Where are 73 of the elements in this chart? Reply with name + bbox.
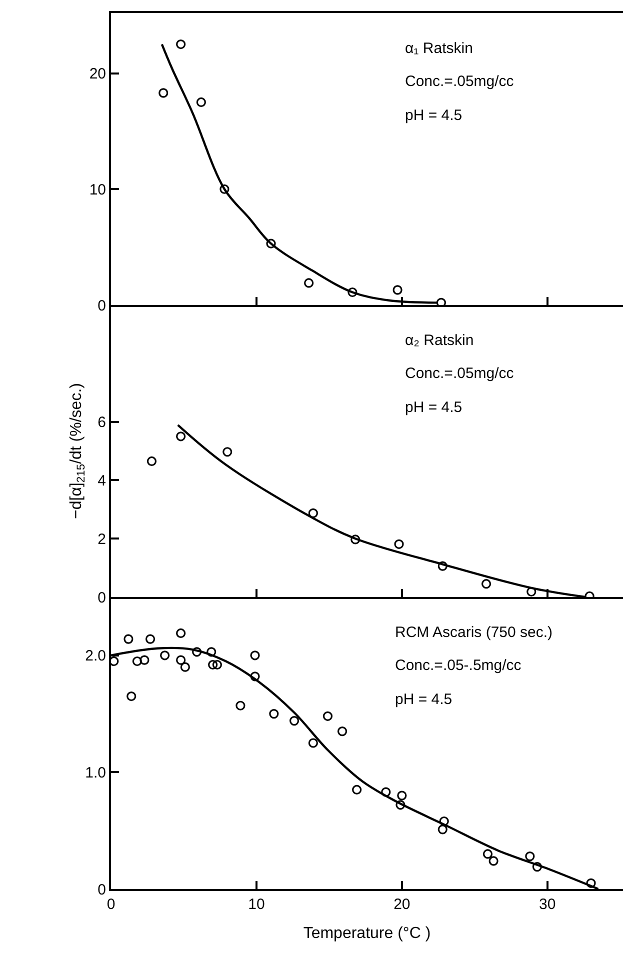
x-tick-label: 10 — [248, 896, 265, 913]
point — [438, 561, 448, 571]
annotation: pH = 4.5 — [405, 107, 462, 124]
point — [206, 647, 216, 657]
point — [180, 662, 190, 672]
x-tick-label: 30 — [539, 896, 556, 913]
y-tick-label: 6 — [98, 414, 106, 432]
point — [250, 650, 260, 660]
point — [266, 238, 276, 248]
point — [397, 790, 407, 800]
point — [145, 634, 156, 644]
point — [208, 660, 218, 670]
point — [396, 800, 406, 810]
point — [176, 39, 186, 50]
point — [525, 852, 535, 862]
point — [482, 849, 493, 859]
point — [196, 97, 206, 108]
x-axis-title: Temperature (°C ) — [303, 925, 431, 942]
point — [289, 716, 300, 726]
point — [392, 285, 402, 295]
y-tick-label: 10 — [89, 181, 106, 198]
y-tick-label: 4 — [98, 472, 106, 490]
point — [308, 508, 318, 518]
point — [269, 709, 279, 719]
y-tick-label: 2.0 — [85, 648, 106, 665]
point — [381, 787, 391, 797]
point — [337, 726, 348, 736]
annotation: pH = 4.5 — [405, 399, 462, 416]
point — [532, 862, 542, 872]
point — [439, 816, 449, 826]
point — [322, 711, 333, 721]
point — [348, 287, 358, 298]
point — [436, 298, 446, 305]
annotation: RCM Ascaris (750 sec.) — [395, 624, 553, 641]
point — [176, 628, 186, 638]
point — [220, 184, 230, 194]
point — [586, 878, 596, 888]
point — [394, 539, 404, 549]
point — [212, 660, 222, 670]
point — [236, 700, 246, 710]
y-tick-label: 0 — [98, 881, 106, 898]
point — [124, 634, 134, 644]
point — [222, 447, 232, 457]
x-tick-label: 20 — [394, 896, 410, 913]
annotation: α₂ Ratskin — [405, 332, 474, 349]
y-tick-label: 0 — [98, 589, 106, 606]
point — [350, 534, 360, 544]
annotation: Conc.=.05mg/cc — [405, 73, 514, 90]
point — [176, 655, 186, 665]
y-tick-label: 0 — [98, 297, 106, 314]
point — [438, 824, 448, 834]
point — [132, 656, 142, 666]
point — [488, 856, 498, 866]
y-tick-label: 2 — [98, 530, 106, 548]
y-tick-label: 1.0 — [85, 764, 106, 782]
y-tick-label: 20 — [89, 66, 106, 82]
annotation: Conc.=.05mg/cc — [405, 365, 514, 382]
point — [250, 672, 260, 682]
point — [352, 784, 362, 795]
point — [526, 586, 536, 597]
point — [140, 655, 150, 665]
point — [176, 432, 186, 442]
annotation: Conc.=.05-.5mg/cc — [395, 657, 522, 674]
point — [146, 456, 157, 466]
point — [304, 278, 314, 288]
point — [158, 88, 168, 98]
point — [160, 650, 170, 660]
annotation: α₁ Ratskin — [405, 40, 473, 57]
point — [126, 691, 136, 702]
point — [308, 738, 318, 748]
annotation: pH = 4.5 — [395, 691, 452, 708]
point — [481, 579, 492, 589]
point — [192, 647, 202, 657]
